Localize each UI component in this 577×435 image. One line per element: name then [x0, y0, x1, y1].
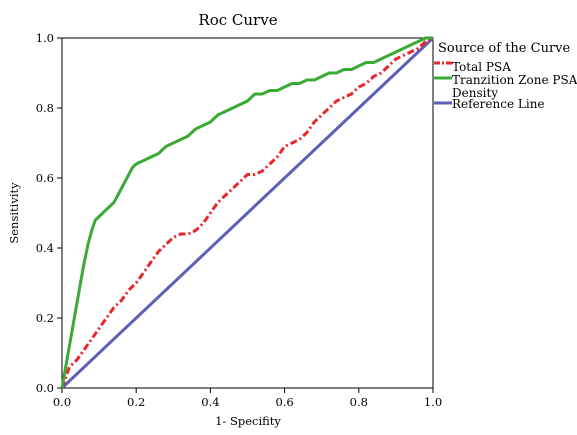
series-layer [60, 36, 435, 390]
legend: Source of the Curve Total PSATranzition … [434, 41, 577, 111]
x-tick-label: 1.0 [424, 395, 442, 409]
series-line-reference-line [60, 36, 435, 390]
y-axis: 0.0 0.2 0.4 0.6 0.8 1.0 [36, 31, 62, 395]
y-tick-label: 0.4 [36, 241, 54, 255]
x-tick-label: 0.0 [53, 395, 71, 409]
x-tick-label: 0.8 [350, 395, 368, 409]
y-axis-label: Sensitivity [7, 182, 21, 244]
legend-title: Source of the Curve [438, 41, 570, 56]
series-line-tz-psa-density [60, 36, 433, 389]
x-axis-label: 1- Specifity [215, 414, 281, 428]
y-tick-label: 1.0 [36, 31, 54, 45]
legend-entry-total-psa: Total PSA [452, 60, 511, 74]
plot-frame [61, 37, 434, 389]
x-tick-label: 0.2 [127, 395, 145, 409]
y-tick-label: 0.2 [36, 311, 54, 325]
legend-entry-tz-psa-density: Tranzition Zone PSA Density [452, 73, 577, 100]
y-tick-label: 0.6 [36, 171, 54, 185]
y-tick-label: 0.0 [36, 381, 54, 395]
x-tick-label: 0.4 [201, 395, 219, 409]
series-line-total-psa [60, 36, 434, 389]
x-axis: 0.0 0.2 0.4 0.6 0.8 1.0 [53, 388, 442, 409]
legend-entry-reference-line: Reference Line [452, 97, 545, 111]
y-tick-label: 0.8 [36, 101, 54, 115]
x-tick-label: 0.6 [275, 395, 293, 409]
chart-title: Roc Curve [198, 11, 277, 29]
